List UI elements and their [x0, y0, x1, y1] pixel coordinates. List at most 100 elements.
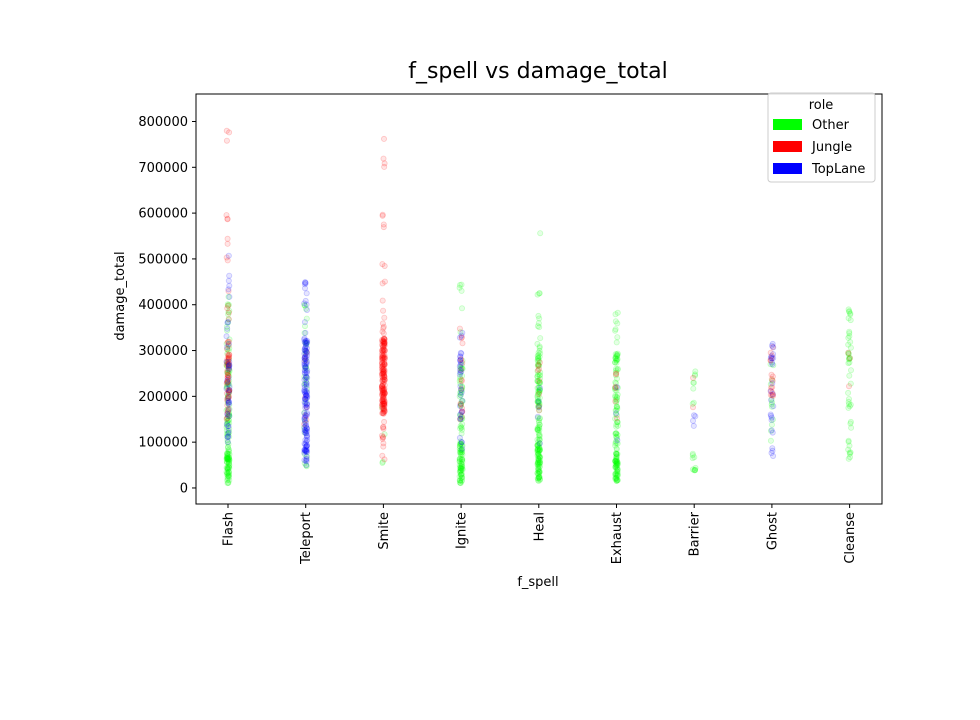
- data-point: [224, 325, 231, 332]
- data-point: [381, 355, 388, 362]
- data-point: [692, 467, 699, 474]
- data-point: [458, 409, 465, 416]
- data-point: [225, 416, 232, 423]
- data-point: [302, 427, 309, 434]
- data-point: [614, 384, 621, 391]
- data-point: [380, 221, 387, 228]
- data-point: [534, 464, 541, 471]
- data-point: [846, 450, 853, 457]
- data-point: [768, 416, 775, 423]
- data-point: [223, 385, 230, 392]
- data-point: [380, 390, 387, 397]
- data-point: [456, 456, 463, 463]
- data-point: [457, 448, 464, 455]
- data-point: [457, 389, 464, 396]
- data-point: [301, 323, 308, 330]
- data-point: [378, 354, 385, 361]
- data-point: [767, 357, 774, 364]
- data-point: [534, 413, 541, 420]
- data-point: [303, 290, 310, 297]
- data-point: [226, 272, 233, 279]
- data-point: [536, 460, 543, 467]
- data-point: [381, 373, 388, 380]
- data-point: [457, 438, 464, 445]
- data-point: [614, 459, 621, 466]
- data-point: [459, 445, 466, 452]
- data-point: [846, 308, 853, 315]
- data-point: [456, 473, 463, 480]
- x-tick-label: Ignite: [455, 512, 470, 549]
- data-point: [612, 458, 619, 465]
- data-point: [613, 460, 620, 467]
- data-point: [612, 464, 619, 471]
- data-point: [226, 420, 233, 427]
- data-point: [226, 455, 233, 462]
- data-point: [458, 389, 465, 396]
- data-point: [692, 413, 699, 420]
- data-point: [302, 339, 309, 346]
- data-point: [302, 360, 309, 367]
- data-point: [458, 281, 465, 288]
- data-point: [224, 407, 231, 414]
- data-point: [380, 376, 387, 383]
- data-point: [770, 355, 777, 362]
- data-point: [535, 387, 542, 394]
- data-point: [226, 358, 233, 365]
- data-point: [379, 452, 386, 459]
- series-other: [223, 230, 855, 487]
- data-point: [224, 378, 231, 385]
- data-point: [536, 407, 543, 414]
- data-point: [224, 359, 231, 366]
- data-point: [458, 334, 465, 341]
- data-point: [536, 468, 543, 475]
- data-point: [225, 472, 232, 479]
- data-point: [381, 338, 388, 345]
- data-point: [226, 462, 233, 469]
- data-point: [535, 355, 542, 362]
- data-point: [224, 455, 231, 462]
- data-point: [457, 465, 464, 472]
- data-point: [457, 441, 464, 448]
- data-point: [612, 386, 619, 393]
- data-point: [304, 411, 311, 418]
- data-point: [380, 406, 387, 413]
- data-point: [304, 350, 311, 357]
- data-point: [614, 375, 621, 382]
- data-point: [456, 440, 463, 447]
- data-point: [303, 352, 310, 359]
- data-point: [534, 424, 541, 431]
- data-point: [379, 398, 386, 405]
- data-point: [535, 456, 542, 463]
- data-point: [768, 371, 775, 378]
- data-point: [769, 389, 776, 396]
- data-point: [304, 442, 311, 449]
- data-point: [304, 374, 311, 381]
- data-point: [302, 350, 309, 357]
- data-point: [536, 425, 543, 432]
- data-point: [301, 421, 308, 428]
- data-point: [223, 137, 230, 144]
- data-point: [223, 333, 230, 340]
- data-point: [224, 240, 231, 247]
- data-point: [303, 339, 310, 346]
- data-point: [380, 386, 387, 393]
- data-point: [225, 423, 232, 430]
- data-point: [301, 388, 308, 395]
- data-point: [691, 412, 698, 419]
- data-point: [303, 448, 310, 455]
- data-point: [534, 460, 541, 467]
- data-point: [381, 339, 388, 346]
- data-point: [458, 385, 465, 392]
- chart-title: f_spell vs damage_total: [408, 59, 668, 84]
- data-point: [535, 399, 542, 406]
- data-point: [537, 459, 544, 466]
- data-point: [380, 343, 387, 350]
- data-point: [536, 435, 543, 442]
- data-point: [535, 404, 542, 411]
- data-point: [379, 328, 386, 335]
- data-point: [225, 456, 232, 463]
- data-point: [613, 433, 620, 440]
- data-point: [302, 329, 309, 336]
- data-point: [225, 393, 232, 400]
- data-point: [224, 443, 231, 450]
